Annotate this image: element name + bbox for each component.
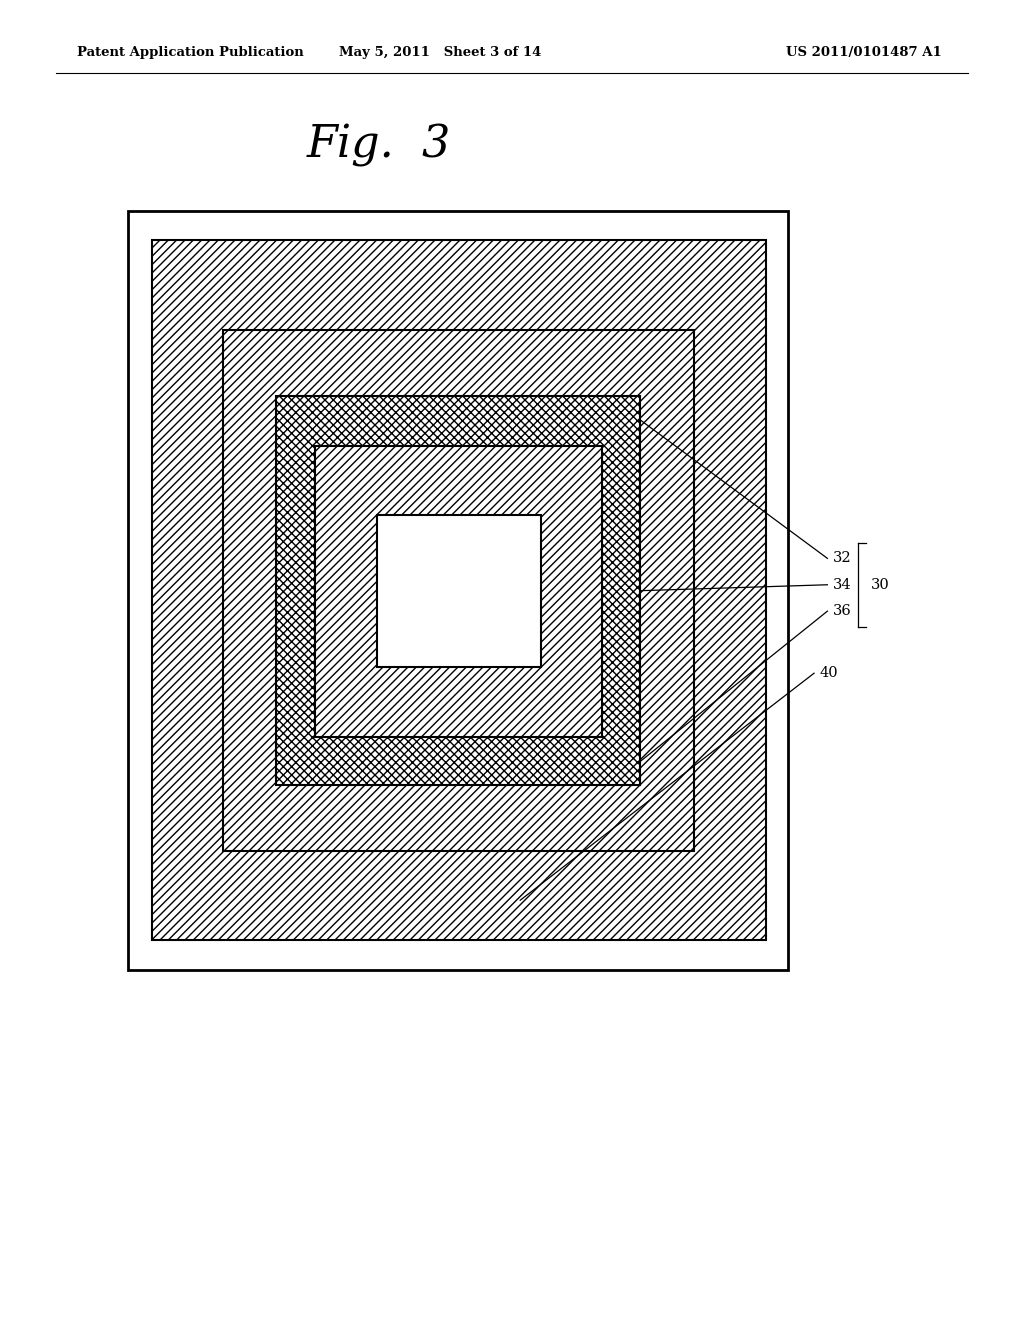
Bar <box>128 211 788 970</box>
Text: May 5, 2011   Sheet 3 of 14: May 5, 2011 Sheet 3 of 14 <box>339 46 542 59</box>
Bar <box>152 240 766 940</box>
Bar <box>223 330 694 851</box>
Text: 40: 40 <box>819 667 838 680</box>
Text: Fig.  3: Fig. 3 <box>307 124 451 166</box>
Text: 30: 30 <box>870 578 889 591</box>
Text: 32: 32 <box>833 552 851 565</box>
Bar <box>276 396 640 785</box>
Text: US 2011/0101487 A1: US 2011/0101487 A1 <box>786 46 942 59</box>
Text: 36: 36 <box>833 605 851 618</box>
Bar <box>315 446 602 737</box>
Text: Patent Application Publication: Patent Application Publication <box>77 46 303 59</box>
Text: 34: 34 <box>833 578 851 591</box>
Bar <box>377 515 541 667</box>
